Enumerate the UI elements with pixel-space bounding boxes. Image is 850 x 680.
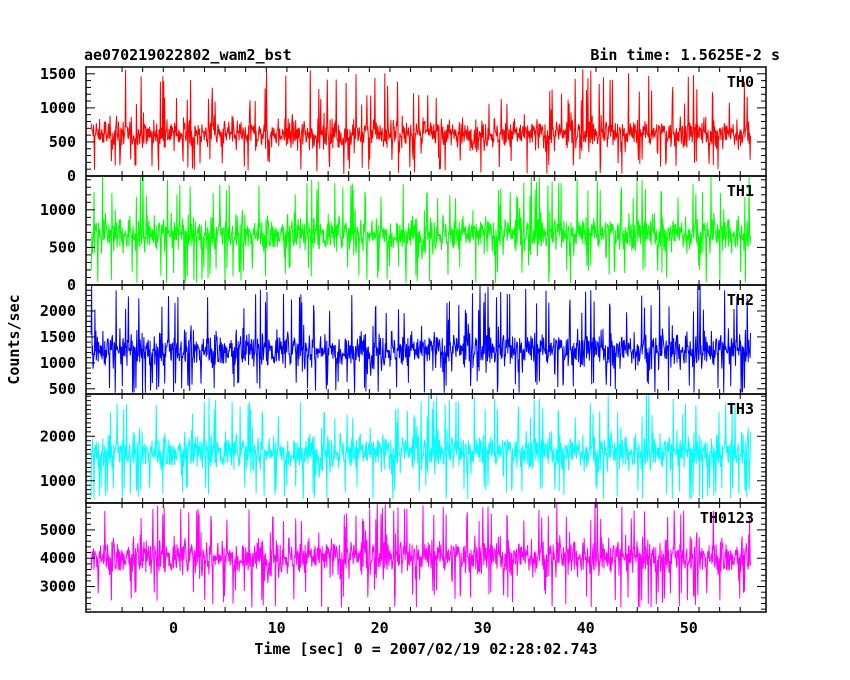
y-tick-label-th0: 0 xyxy=(67,167,76,185)
y-tick-label-th2: 500 xyxy=(49,380,76,398)
chart-title: ae070219022802_wam2_bst xyxy=(84,46,292,64)
y-tick-label-th0123: 5000 xyxy=(40,521,76,539)
panel-label-th1: TH1 xyxy=(727,182,754,200)
x-axis-label: Time [sec] 0 = 2007/02/19 02:28:02.743 xyxy=(254,640,597,658)
x-tick-label: 50 xyxy=(680,619,698,637)
panel-label-th0: TH0 xyxy=(727,73,754,91)
y-tick-label-th1: 1000 xyxy=(40,201,76,219)
panel-frame-th0123 xyxy=(85,502,767,613)
y-tick-label-th0123: 4000 xyxy=(40,549,76,567)
series-th3 xyxy=(90,394,751,500)
y-tick-label-th3: 1000 xyxy=(40,472,76,490)
y-tick-label-th2: 2000 xyxy=(40,302,76,320)
y-tick-label-th3: 2000 xyxy=(40,427,76,445)
y-tick-label-th1: 0 xyxy=(67,276,76,294)
x-tick-label: 40 xyxy=(577,619,595,637)
y-tick-label-th1: 500 xyxy=(49,238,76,256)
bin-time-label: Bin time: 1.5625E-2 s xyxy=(590,46,780,64)
series-th0123 xyxy=(90,503,751,608)
y-tick-label-th0: 1000 xyxy=(40,99,76,117)
panel-label-th0123: TH0123 xyxy=(700,509,754,527)
y-tick-label-th0123: 3000 xyxy=(40,578,76,596)
panel-label-th3: TH3 xyxy=(727,400,754,418)
y-tick-label-th2: 1500 xyxy=(40,328,76,346)
y-tick-label-th0: 1500 xyxy=(40,65,76,83)
x-tick-label: 0 xyxy=(169,619,178,637)
panel-label-th2: TH2 xyxy=(727,291,754,309)
series-th1 xyxy=(90,176,751,284)
y-tick-label-th0: 500 xyxy=(49,133,76,151)
y-axis-label: Counts/sec xyxy=(5,294,23,384)
series-th2 xyxy=(90,285,751,393)
x-tick-label: 10 xyxy=(268,619,286,637)
x-tick-label: 30 xyxy=(474,619,492,637)
y-tick-label-th2: 1000 xyxy=(40,354,76,372)
x-tick-label: 20 xyxy=(371,619,389,637)
series-th0 xyxy=(90,69,751,174)
